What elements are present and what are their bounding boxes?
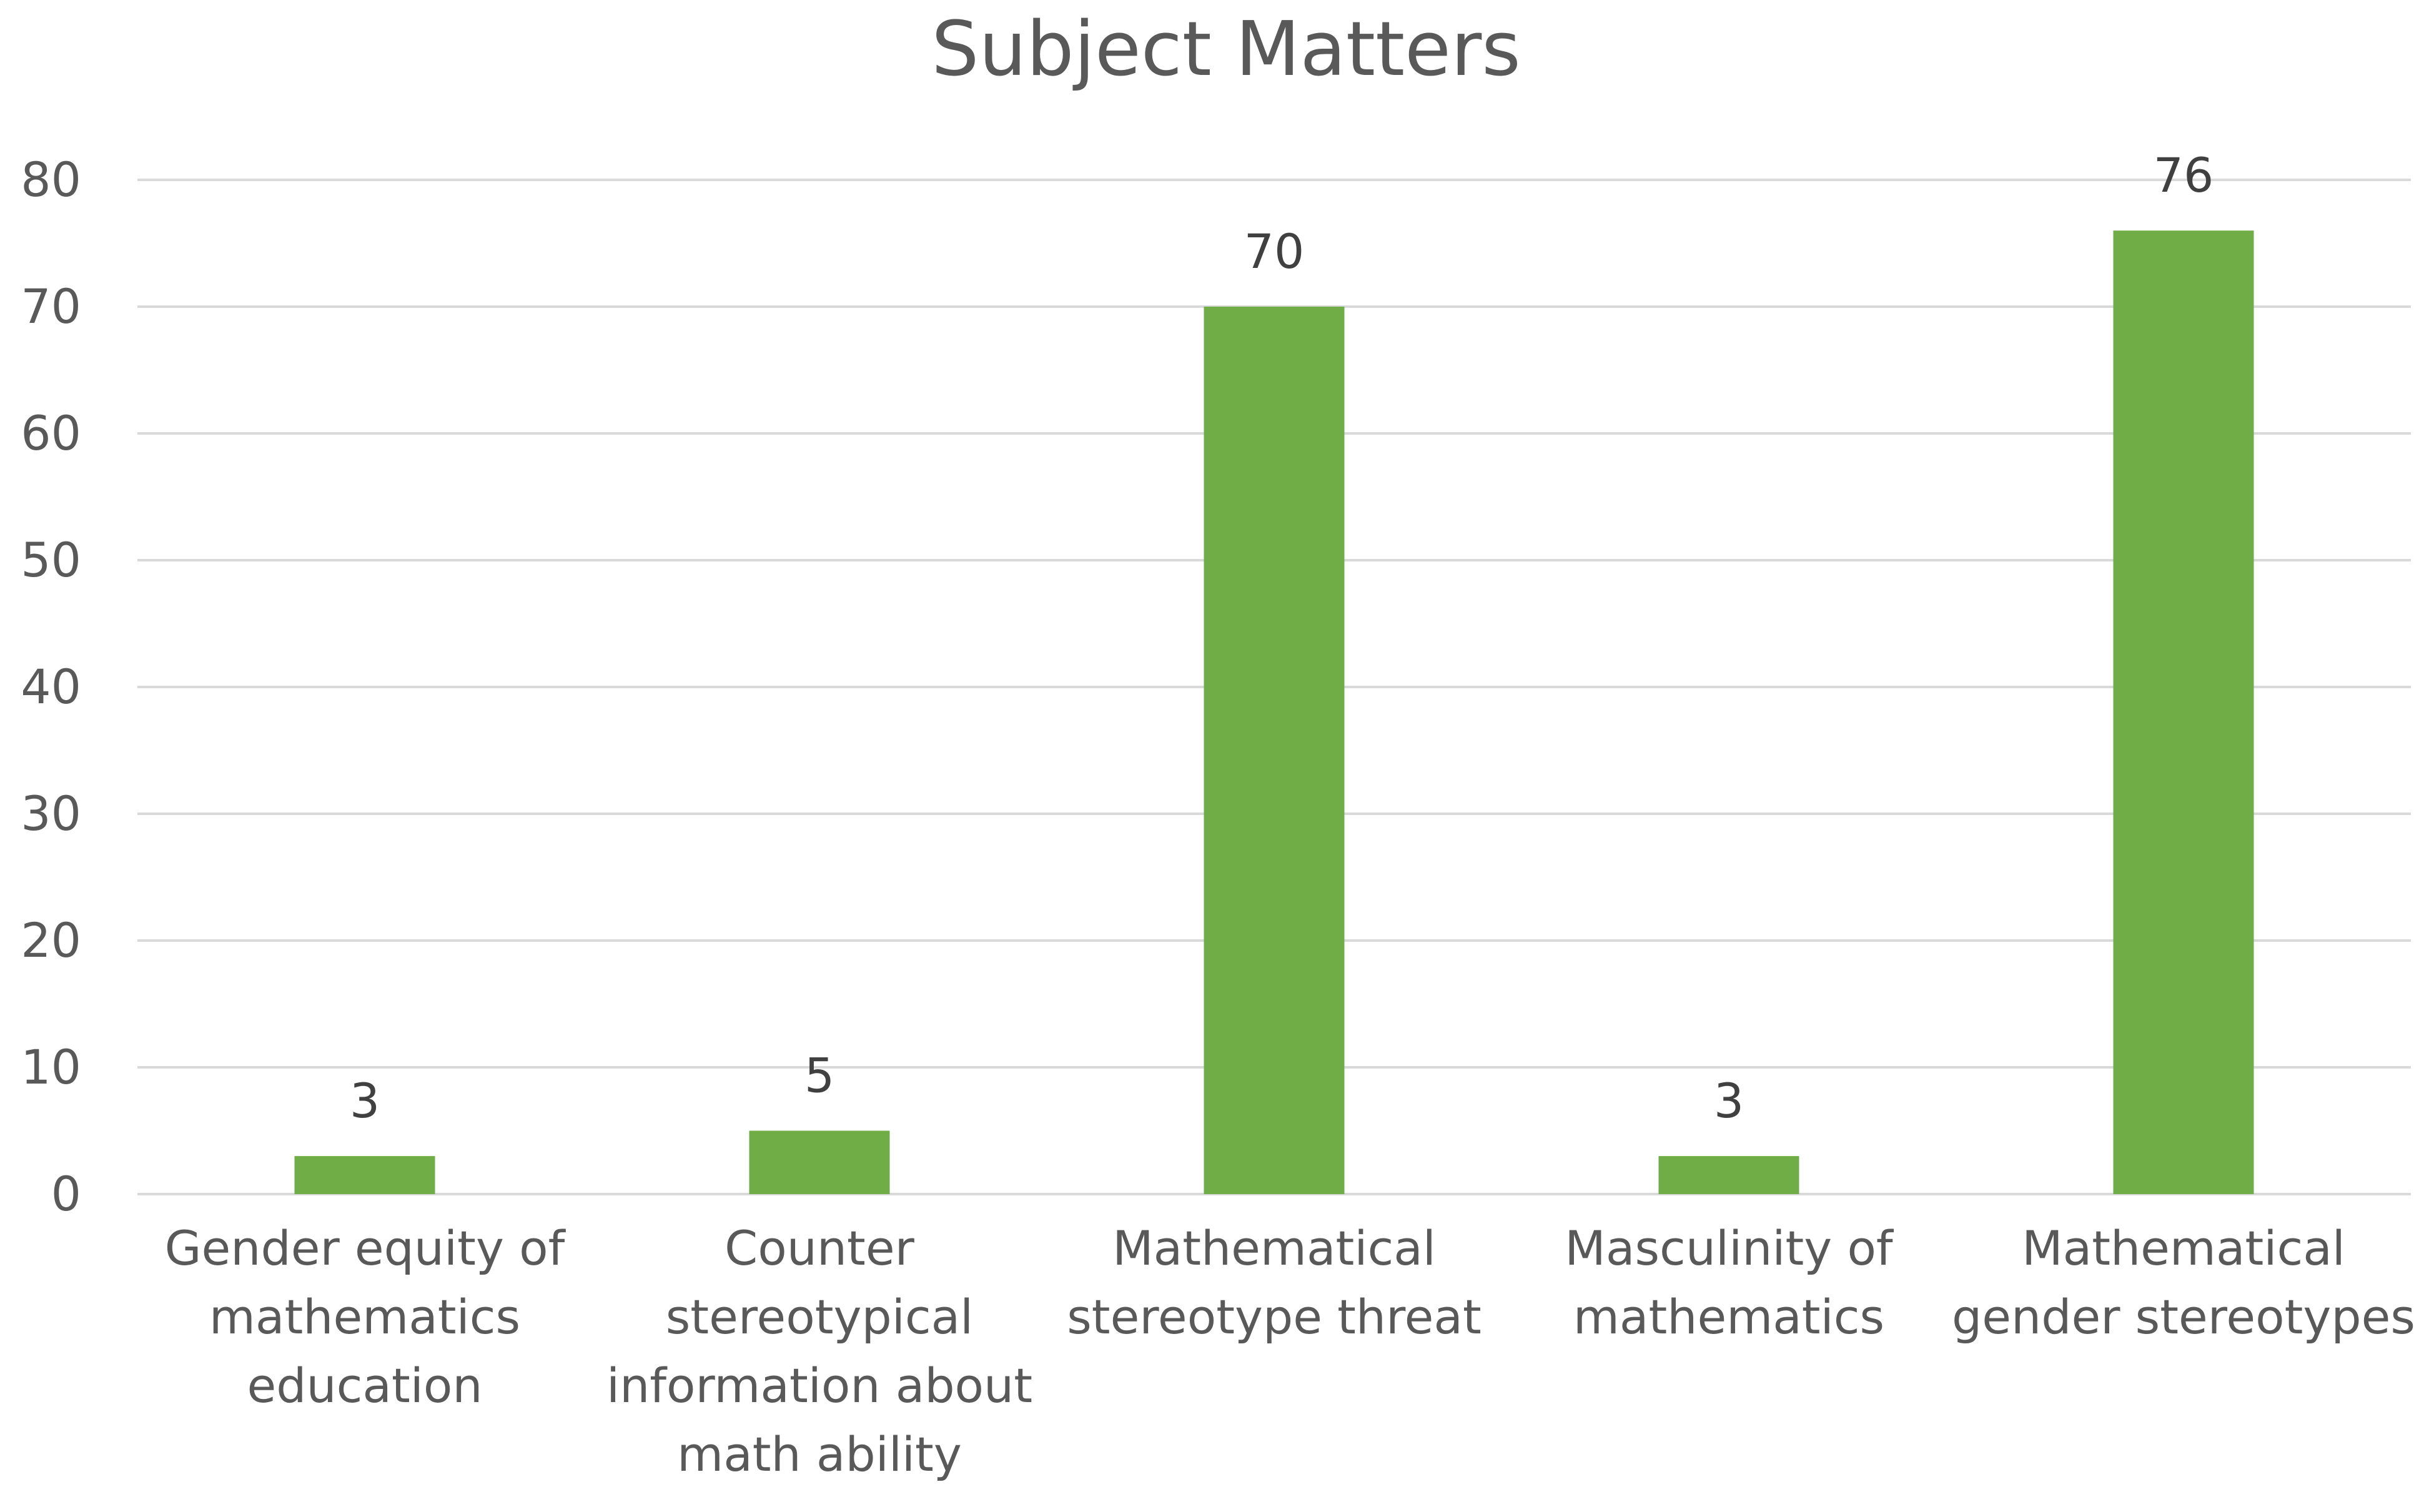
x-category-label-1: Gender equity of mathematics education xyxy=(165,1220,566,1413)
data-label-1: 3 xyxy=(350,1073,380,1129)
bar-5 xyxy=(2113,230,2254,1195)
x-category-label-3: Mathematical stereotype threat xyxy=(1067,1220,1482,1345)
bar-3 xyxy=(1204,307,1345,1194)
chart-title: Subject Matters xyxy=(931,6,1521,93)
y-tick-label-80: 80 xyxy=(21,152,81,207)
y-tick-label-30: 30 xyxy=(21,786,81,841)
data-label-3: 70 xyxy=(1244,224,1305,279)
bar-2 xyxy=(749,1130,890,1194)
y-tick-label-50: 50 xyxy=(21,532,81,588)
data-labels: 3 5 70 3 76 xyxy=(350,147,2214,1129)
data-label-4: 3 xyxy=(1714,1073,1744,1129)
x-category-label-4: Masculinity of mathematics xyxy=(1565,1220,1894,1345)
data-label-2: 5 xyxy=(804,1048,834,1104)
x-category-label-2: Counter stereotypical information about mat… xyxy=(606,1220,1032,1482)
y-tick-label-40: 40 xyxy=(21,659,81,714)
bar-4 xyxy=(1658,1156,1799,1194)
y-axis-tick-labels: 0 10 20 30 40 50 60 70 80 xyxy=(21,152,81,1222)
x-category-label-5: Mathematical gender stereotypes xyxy=(1952,1220,2414,1345)
y-tick-label-70: 70 xyxy=(21,279,81,334)
x-axis-category-labels: Gender equity of mathematics educationCoun… xyxy=(165,1220,2414,1482)
bars xyxy=(294,230,2254,1195)
y-tick-label-60: 60 xyxy=(21,405,81,461)
data-label-5: 76 xyxy=(2154,147,2214,203)
y-tick-label-10: 10 xyxy=(21,1039,81,1095)
y-tick-label-0: 0 xyxy=(51,1166,81,1222)
bar-1 xyxy=(294,1156,435,1194)
y-tick-label-20: 20 xyxy=(21,912,81,968)
